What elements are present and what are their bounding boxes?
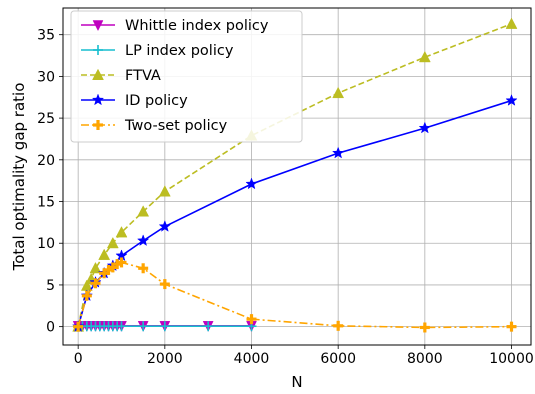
legend-marker xyxy=(93,45,103,55)
data-point xyxy=(138,321,149,332)
data-point xyxy=(106,236,119,249)
data-point xyxy=(116,257,127,268)
legend-item: ID policy xyxy=(81,93,188,109)
legend-item: Two-set policy xyxy=(81,118,228,134)
data-point xyxy=(137,205,150,217)
x-tick-label: 2000 xyxy=(147,351,183,367)
data-point xyxy=(505,17,518,29)
y-tick-label: 15 xyxy=(37,195,55,211)
series-two-set-policy xyxy=(73,257,517,333)
data-point xyxy=(73,321,84,332)
legend-marker xyxy=(92,20,104,32)
data-point xyxy=(115,226,128,238)
y-tick-label: 10 xyxy=(37,236,55,252)
data-point xyxy=(98,248,111,260)
data-point xyxy=(418,121,432,134)
data-point xyxy=(418,50,431,63)
legend-label: FTVA xyxy=(125,68,161,84)
data-point xyxy=(506,321,517,332)
x-tick-label: 10000 xyxy=(489,351,534,367)
legend-marker xyxy=(91,93,105,106)
data-point xyxy=(158,220,172,232)
data-point xyxy=(158,185,171,197)
data-point xyxy=(203,321,214,332)
data-point xyxy=(159,279,170,290)
data-point xyxy=(505,94,518,106)
legend: Whittle index policy LP index policy FTVA I… xyxy=(70,10,303,143)
y-tick-label: 20 xyxy=(37,153,55,169)
legend-box xyxy=(70,10,303,143)
y-tick-label: 0 xyxy=(46,320,55,336)
data-point xyxy=(333,320,344,331)
data-point xyxy=(245,177,258,190)
data-point xyxy=(138,263,149,274)
data-point xyxy=(90,278,101,289)
x-tick-label: 4000 xyxy=(234,351,270,367)
x-tick-label: 0 xyxy=(74,351,83,367)
x-tick-label: 6000 xyxy=(320,351,356,367)
legend-marker xyxy=(92,68,104,80)
data-point xyxy=(116,321,127,332)
legend-label: LP index policy xyxy=(125,43,234,59)
data-point xyxy=(331,146,345,159)
legend-label: Whittle index policy xyxy=(125,18,269,34)
y-tick-label: 5 xyxy=(46,278,55,294)
y-axis-title: Total optimality gap ratio xyxy=(10,83,28,272)
y-tick-label: 30 xyxy=(37,69,55,85)
legend-label: Two-set policy xyxy=(124,118,228,134)
data-point xyxy=(332,86,345,99)
legend-item: FTVA xyxy=(81,68,161,84)
x-tick-label: 8000 xyxy=(407,351,443,367)
ticks: 0 2000 4000 6000 8000 10000 0 5 10 15 20 25 30 35 xyxy=(37,28,534,367)
data-point xyxy=(159,321,170,332)
y-tick-label: 35 xyxy=(37,28,55,44)
y-tick-label: 25 xyxy=(37,111,55,127)
x-axis-title: N xyxy=(291,373,302,391)
legend-item: Whittle index policy xyxy=(81,18,269,34)
series-layer xyxy=(71,17,518,333)
data-point xyxy=(81,290,92,301)
data-point xyxy=(419,322,430,333)
data-point xyxy=(136,234,150,246)
legend-item: LP index policy xyxy=(81,43,234,59)
legend-marker xyxy=(93,120,103,130)
legend-label: ID policy xyxy=(125,93,188,109)
data-point xyxy=(89,261,102,274)
data-point xyxy=(246,314,257,325)
plot-frame xyxy=(62,7,532,346)
